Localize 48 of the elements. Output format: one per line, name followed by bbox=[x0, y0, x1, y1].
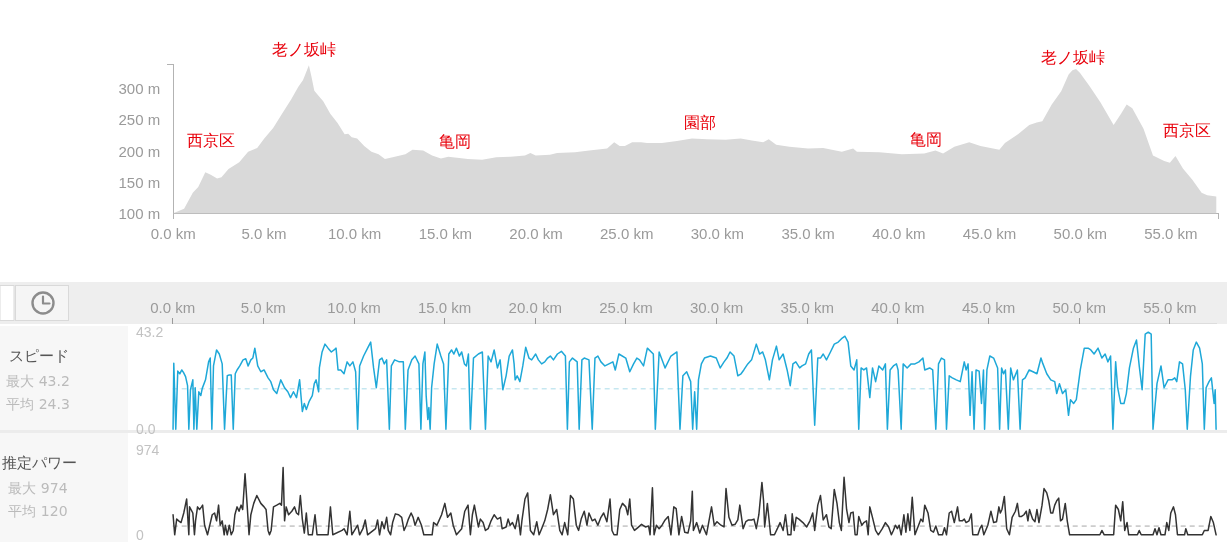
annotation: 亀岡 bbox=[910, 130, 942, 149]
x-tick-label: 0.0 km bbox=[150, 298, 196, 316]
x-tick-label: 55.0 km bbox=[1143, 298, 1197, 316]
x-tick-label: 5.0 km bbox=[240, 298, 286, 316]
x-tick-label: 45.0 km bbox=[961, 298, 1016, 316]
annotation: 西京区 bbox=[187, 131, 235, 150]
x-tick-label: 10.0 km bbox=[327, 298, 381, 316]
text: 平均 24.3 bbox=[6, 396, 70, 412]
y-tick-label: 250 m bbox=[118, 111, 161, 129]
x-tick-label: 25.0 km bbox=[599, 298, 653, 316]
y-tick-label: 300 m bbox=[118, 80, 161, 98]
x-tick-label: 30.0 km bbox=[690, 224, 745, 242]
y-tick-label: 0.0 bbox=[136, 421, 156, 438]
x-tick-label: 50.0 km bbox=[1053, 224, 1107, 242]
x-tick-label: 35.0 km bbox=[780, 298, 834, 316]
x-tick-label: 15.0 km bbox=[418, 224, 472, 242]
y-axis-title: スピード bbox=[9, 347, 69, 365]
x-tick-label: 20.0 km bbox=[509, 224, 563, 242]
x-tick-label: 10.0 km bbox=[327, 224, 382, 242]
x-tick-label: 25.0 km bbox=[600, 224, 654, 242]
y-tick-label: 974 bbox=[136, 441, 160, 458]
x-tick-label: 0.0 km bbox=[150, 224, 196, 242]
x-tick-label: 5.0 km bbox=[241, 224, 287, 242]
y-tick-label: 200 m bbox=[118, 142, 161, 160]
text: 平均 120 bbox=[8, 503, 68, 519]
x-tick-label: 40.0 km bbox=[871, 298, 925, 316]
y-tick-label: 43.2 bbox=[136, 324, 164, 341]
annotation: 亀岡 bbox=[439, 132, 471, 151]
annotation: 園部 bbox=[684, 113, 716, 132]
text: 最大 43.2 bbox=[6, 373, 70, 389]
text: 最大 974 bbox=[8, 480, 68, 496]
annotation: 老ノ坂峠 bbox=[1041, 48, 1105, 67]
x-tick-label: 40.0 km bbox=[872, 224, 926, 242]
x-tick-label: 45.0 km bbox=[962, 224, 1017, 242]
y-tick-label: 100 m bbox=[118, 204, 161, 222]
y-axis-title: 推定パワー bbox=[1, 454, 77, 472]
x-tick-label: 35.0 km bbox=[781, 224, 835, 242]
y-tick-label: 150 m bbox=[118, 173, 161, 191]
x-tick-label: 20.0 km bbox=[508, 298, 562, 316]
x-tick-label: 30.0 km bbox=[689, 298, 744, 316]
x-tick-label: 15.0 km bbox=[417, 298, 472, 316]
annotation: 西京区 bbox=[1163, 121, 1211, 140]
x-tick-label: 55.0 km bbox=[1144, 224, 1198, 242]
line-series bbox=[172, 331, 1217, 431]
line-series bbox=[172, 466, 1217, 536]
y-tick-label: 0 bbox=[136, 526, 144, 542]
text: 老ノ坂峠 bbox=[272, 40, 336, 59]
x-tick-label: 50.0 km bbox=[1052, 298, 1106, 316]
